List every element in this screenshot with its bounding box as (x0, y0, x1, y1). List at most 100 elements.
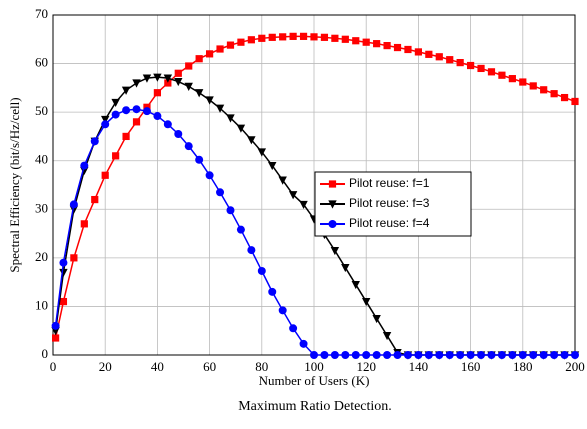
marker (184, 82, 193, 91)
marker (328, 200, 337, 209)
marker (59, 297, 68, 306)
marker (425, 50, 433, 58)
x-tick-label: 80 (255, 359, 268, 374)
marker (497, 351, 506, 359)
marker (206, 50, 214, 58)
y-tick-label: 40 (35, 152, 48, 167)
marker (289, 32, 297, 40)
marker (268, 161, 277, 171)
marker (352, 37, 360, 45)
marker (331, 34, 339, 42)
x-tick-label: 60 (203, 359, 216, 374)
marker (508, 75, 516, 83)
marker (111, 110, 120, 119)
marker (446, 56, 454, 64)
x-tick-label: 200 (565, 359, 585, 374)
marker (51, 321, 60, 330)
marker (310, 33, 318, 41)
marker (70, 254, 78, 262)
marker (122, 106, 131, 115)
marker (132, 118, 141, 126)
marker (330, 246, 340, 256)
marker (383, 42, 391, 50)
marker (195, 55, 203, 63)
marker (237, 38, 245, 46)
marker (550, 351, 559, 359)
marker (362, 297, 371, 307)
marker (382, 331, 392, 341)
marker (215, 104, 225, 113)
marker (330, 351, 339, 359)
marker (539, 351, 548, 359)
marker (121, 86, 131, 95)
marker (310, 351, 318, 359)
marker (393, 351, 402, 359)
marker (153, 73, 162, 82)
marker (236, 124, 246, 133)
marker (132, 79, 141, 88)
marker (101, 120, 110, 129)
marker (414, 351, 423, 359)
marker (299, 200, 308, 210)
marker (216, 45, 224, 53)
marker (560, 93, 569, 102)
marker (226, 206, 235, 215)
marker (403, 351, 412, 359)
marker (80, 161, 89, 170)
marker (383, 351, 392, 359)
marker (288, 191, 298, 200)
marker (132, 105, 141, 114)
marker (174, 130, 183, 138)
x-tick-label: 100 (304, 359, 324, 374)
marker (477, 351, 486, 359)
marker (498, 71, 506, 79)
marker (529, 351, 538, 359)
marker (456, 351, 465, 359)
marker (351, 351, 360, 359)
x-tick-label: 0 (50, 359, 57, 374)
marker (257, 148, 266, 157)
marker (328, 220, 337, 228)
marker (456, 59, 464, 67)
caption: Maximum Ratio Detection. (238, 399, 392, 414)
marker (142, 107, 151, 116)
marker (404, 45, 412, 54)
legend-label: Pilot reuse: f=3 (349, 196, 430, 210)
marker (112, 152, 120, 160)
x-tick-label: 40 (151, 359, 164, 374)
marker (164, 79, 172, 87)
marker (518, 351, 527, 359)
marker (372, 351, 381, 359)
marker (101, 171, 109, 179)
marker (351, 280, 360, 290)
y-tick-label: 30 (35, 200, 48, 215)
marker (373, 40, 381, 48)
marker (69, 200, 78, 209)
y-tick-label: 60 (35, 55, 48, 70)
marker (194, 89, 204, 98)
marker (341, 351, 350, 359)
marker (185, 62, 193, 70)
marker (414, 48, 422, 56)
marker (59, 258, 68, 267)
marker (205, 171, 214, 180)
marker (90, 137, 99, 146)
marker (226, 41, 235, 49)
x-tick-label: 160 (461, 359, 481, 374)
marker (91, 195, 99, 204)
marker (226, 114, 235, 123)
y-tick-label: 50 (35, 103, 48, 118)
y-tick-label: 70 (35, 6, 48, 21)
marker (278, 176, 287, 185)
x-tick-label: 180 (513, 359, 533, 374)
marker (393, 43, 402, 52)
x-tick-label: 140 (409, 359, 429, 374)
marker (153, 89, 161, 97)
marker (341, 263, 350, 273)
marker (467, 61, 475, 70)
marker (122, 132, 130, 141)
marker (529, 82, 537, 90)
marker (328, 180, 337, 188)
marker (362, 351, 371, 359)
